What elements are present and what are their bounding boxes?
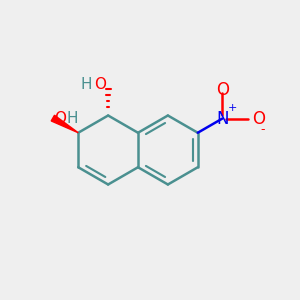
Text: N: N [216, 110, 229, 128]
Text: O: O [94, 77, 106, 92]
Polygon shape [51, 115, 78, 133]
Text: O: O [216, 81, 229, 99]
Text: H: H [67, 111, 78, 126]
Text: H: H [80, 77, 92, 92]
Text: -: - [260, 123, 265, 136]
Text: +: + [228, 103, 238, 113]
Text: O: O [252, 110, 265, 128]
Text: O: O [54, 111, 66, 126]
